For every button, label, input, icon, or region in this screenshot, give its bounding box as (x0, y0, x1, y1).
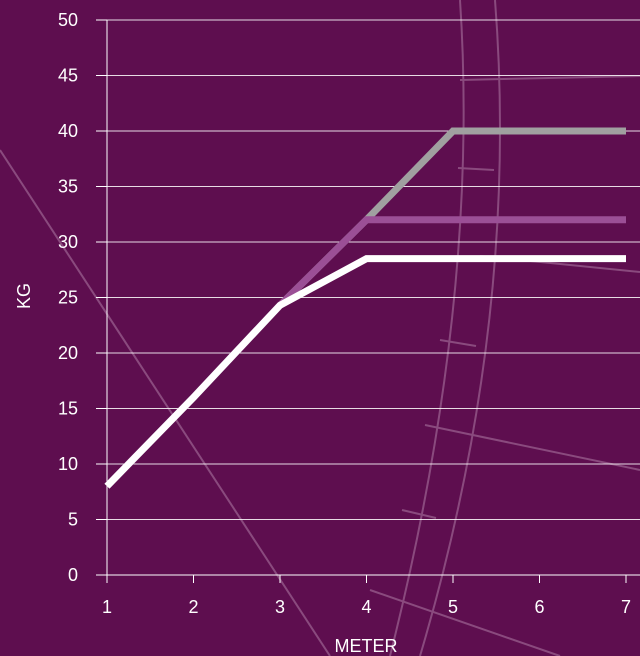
y-tick-label-5: 5 (68, 510, 78, 530)
x-tick-label-4: 4 (361, 597, 371, 617)
y-tick-label-25: 25 (58, 288, 78, 308)
decor-line-6 (369, 589, 561, 656)
y-tick-label-15: 15 (58, 399, 78, 419)
y-axis-title: KG (14, 283, 34, 309)
axes (96, 19, 640, 583)
decor-line-0 (389, 0, 465, 656)
y-tick-label-30: 30 (58, 232, 78, 252)
y-tick-label-0: 0 (68, 565, 78, 585)
y-tick-label-35: 35 (58, 177, 78, 197)
x-tick-label-7: 7 (621, 597, 631, 617)
x-tick-label-2: 2 (188, 597, 198, 617)
decor-line-2 (0, 149, 331, 656)
decor-line-8 (439, 339, 477, 347)
decor-line-9 (401, 509, 437, 519)
grid-lines (107, 19, 640, 576)
x-tick-label-3: 3 (275, 597, 285, 617)
x-tick-label-5: 5 (448, 597, 458, 617)
x-tick-label-6: 6 (534, 597, 544, 617)
x-axis-title: METER (335, 636, 398, 656)
y-tick-label-45: 45 (58, 66, 78, 86)
y-tick-label-50: 50 (58, 10, 78, 30)
series-lines (104, 127, 626, 489)
y-tick-label-20: 20 (58, 343, 78, 363)
x-tick-labels: 1 2 3 4 5 6 7 (102, 597, 631, 617)
y-tick-labels: 0 5 10 15 20 25 30 35 40 45 50 (58, 10, 78, 585)
decor-line-1 (419, 0, 501, 656)
y-tick-label-40: 40 (58, 121, 78, 141)
decor-line-7 (457, 167, 495, 171)
decor-line-3 (459, 75, 640, 81)
series-line-2 (104, 255, 626, 489)
y-tick-label-10: 10 (58, 454, 78, 474)
decor-line-5 (424, 424, 640, 471)
x-tick-label-1: 1 (102, 597, 112, 617)
